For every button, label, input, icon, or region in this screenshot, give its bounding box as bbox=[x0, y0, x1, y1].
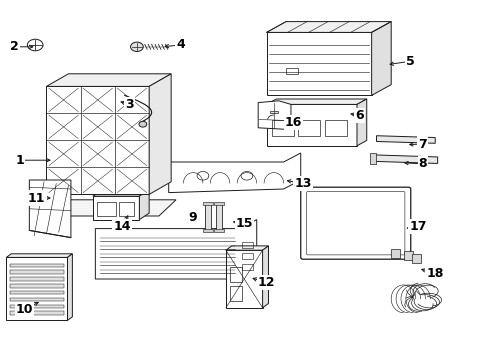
Polygon shape bbox=[149, 74, 171, 194]
Polygon shape bbox=[93, 190, 149, 196]
Text: 12: 12 bbox=[257, 276, 275, 289]
Text: 5: 5 bbox=[406, 55, 414, 68]
Bar bbox=[242, 242, 252, 248]
Text: 13: 13 bbox=[294, 177, 311, 190]
Bar bbox=[10, 270, 63, 274]
Circle shape bbox=[130, 42, 143, 51]
Bar bbox=[205, 203, 211, 230]
Polygon shape bbox=[266, 104, 356, 146]
Text: 1: 1 bbox=[15, 154, 24, 167]
Bar bbox=[203, 202, 213, 205]
Bar bbox=[10, 305, 63, 308]
Polygon shape bbox=[225, 250, 262, 308]
Text: 11: 11 bbox=[28, 192, 45, 204]
Text: 17: 17 bbox=[408, 220, 426, 233]
Text: 8: 8 bbox=[418, 157, 427, 170]
Bar bbox=[285, 68, 298, 74]
Bar bbox=[325, 120, 346, 136]
Polygon shape bbox=[168, 153, 300, 193]
Circle shape bbox=[139, 121, 146, 127]
Text: 18: 18 bbox=[426, 267, 443, 280]
Text: 4: 4 bbox=[176, 39, 185, 51]
Bar bbox=[390, 249, 399, 258]
Polygon shape bbox=[46, 86, 149, 194]
Bar bbox=[216, 203, 222, 230]
Bar bbox=[270, 111, 277, 113]
Bar bbox=[229, 286, 242, 301]
Bar bbox=[10, 291, 63, 294]
Bar bbox=[403, 251, 412, 260]
Text: 16: 16 bbox=[284, 116, 302, 129]
Bar bbox=[272, 120, 294, 136]
Polygon shape bbox=[46, 74, 171, 86]
Polygon shape bbox=[356, 99, 366, 146]
Text: 10: 10 bbox=[16, 303, 33, 316]
Bar bbox=[10, 264, 63, 267]
Polygon shape bbox=[258, 101, 290, 130]
Bar bbox=[214, 202, 224, 205]
Bar bbox=[242, 253, 252, 259]
Circle shape bbox=[27, 39, 43, 51]
Polygon shape bbox=[6, 257, 67, 320]
Polygon shape bbox=[371, 22, 390, 95]
Polygon shape bbox=[139, 190, 149, 220]
Bar bbox=[411, 254, 420, 263]
Polygon shape bbox=[262, 246, 268, 308]
Polygon shape bbox=[266, 32, 371, 95]
Text: 2: 2 bbox=[10, 40, 19, 53]
Bar bbox=[10, 284, 63, 288]
Polygon shape bbox=[225, 246, 268, 250]
Bar bbox=[229, 267, 242, 282]
Polygon shape bbox=[376, 136, 434, 143]
Polygon shape bbox=[371, 155, 437, 163]
Polygon shape bbox=[266, 22, 390, 32]
Bar bbox=[10, 311, 63, 315]
Text: 9: 9 bbox=[188, 211, 197, 224]
Text: 7: 7 bbox=[418, 138, 427, 150]
Polygon shape bbox=[67, 254, 72, 320]
Polygon shape bbox=[29, 180, 71, 238]
Bar bbox=[242, 264, 252, 270]
Polygon shape bbox=[95, 220, 256, 279]
Bar bbox=[203, 229, 213, 232]
Bar bbox=[10, 298, 63, 301]
Polygon shape bbox=[6, 254, 72, 257]
Text: 15: 15 bbox=[235, 217, 253, 230]
Polygon shape bbox=[41, 200, 176, 216]
Text: 6: 6 bbox=[354, 109, 363, 122]
Polygon shape bbox=[93, 196, 139, 220]
Text: 14: 14 bbox=[113, 220, 131, 233]
Bar bbox=[10, 277, 63, 281]
Bar bbox=[298, 120, 320, 136]
Bar bbox=[119, 202, 134, 216]
Text: 3: 3 bbox=[125, 98, 134, 111]
Bar bbox=[97, 202, 116, 216]
Polygon shape bbox=[266, 99, 366, 104]
Bar bbox=[214, 229, 224, 232]
Bar bbox=[369, 153, 375, 164]
